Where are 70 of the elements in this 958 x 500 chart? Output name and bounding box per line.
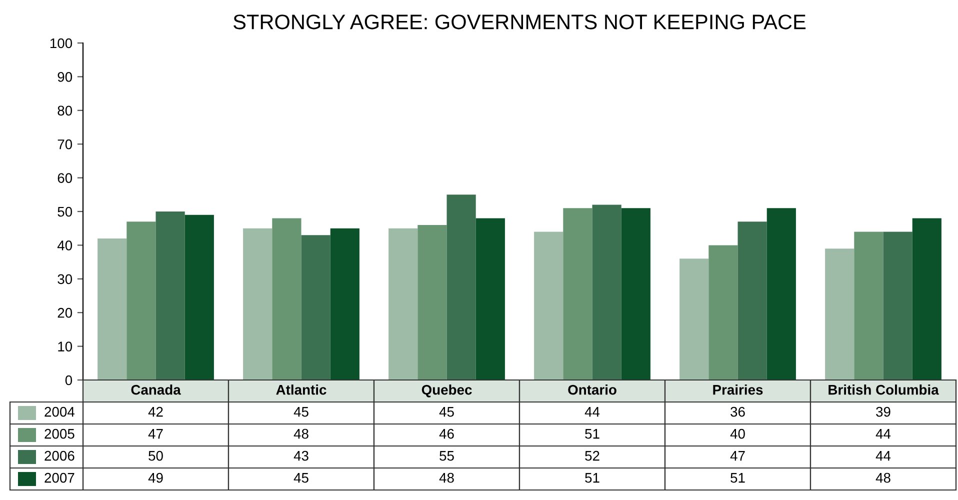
chart-title: STRONGLY AGREE: GOVERNMENTS NOT KEEPING PACE [234, 14, 806, 30]
y-tick-label: 40 [57, 240, 72, 250]
bar [592, 204, 622, 380]
y-tick-label: 60 [58, 173, 72, 183]
bar [766, 208, 796, 380]
bar [388, 228, 418, 380]
x-tick-label: British Columbia [828, 384, 939, 395]
bar [184, 214, 214, 380]
y-tick-label: 90 [58, 72, 72, 82]
data-label: 47 [730, 451, 745, 461]
x-tick-label: Atlantic [276, 384, 326, 395]
data-label: 48 [876, 472, 890, 483]
x-tick-label: Canada [131, 384, 181, 395]
bar [854, 232, 884, 380]
bar [126, 222, 156, 380]
bar [446, 194, 476, 380]
data-label: 43 [294, 450, 308, 461]
x-tick-label: Quebec [422, 384, 472, 398]
data-label: 51 [730, 473, 745, 483]
data-label: 45 [294, 407, 308, 417]
bar [330, 228, 360, 380]
x-tick-label: Ontario [568, 384, 616, 395]
y-tick-label: 50 [58, 206, 72, 217]
y-tick-label: 20 [58, 308, 72, 318]
bar [156, 212, 185, 380]
legend-label: 2006 [44, 450, 74, 461]
bar [680, 258, 709, 380]
bar [272, 218, 302, 380]
y-tick-label: 70 [58, 139, 72, 150]
bar [883, 232, 912, 380]
y-tick-label: 80 [58, 106, 72, 116]
data-label: 48 [439, 472, 454, 483]
y-tick-label: 0 [65, 375, 72, 386]
data-label: 45 [294, 473, 308, 483]
data-label: 44 [584, 407, 600, 417]
bar [534, 232, 564, 380]
bar [912, 218, 942, 380]
legend-label: 2007 [44, 472, 74, 483]
data-label: 55 [440, 451, 454, 461]
bar [476, 218, 505, 380]
bar [301, 235, 330, 380]
y-tick-label: 100 [50, 38, 72, 48]
data-label: 45 [439, 407, 454, 417]
data-label: 44 [876, 451, 891, 461]
bar [738, 222, 767, 380]
data-label: 52 [585, 450, 600, 461]
data-label: 47 [148, 429, 163, 439]
bar [825, 248, 854, 380]
y-tick-label: 30 [58, 274, 72, 284]
data-label: 48 [294, 428, 308, 439]
data-label: 50 [148, 450, 163, 461]
data-label: 39 [876, 406, 890, 417]
data-label: 51 [585, 473, 600, 483]
legend-label: 2004 [44, 406, 74, 417]
bar [563, 208, 592, 380]
bar [418, 224, 447, 380]
bar [621, 208, 650, 380]
legend-label: 2005 [44, 428, 74, 439]
data-label: 49 [148, 472, 163, 483]
y-tick-label: 10 [58, 342, 72, 352]
x-tick-label: Prairies [713, 384, 763, 395]
data-label: 46 [439, 428, 454, 439]
data-label: 51 [585, 429, 600, 439]
bar [98, 238, 127, 380]
data-label: 44 [876, 429, 891, 439]
bar [708, 245, 738, 380]
data-label: 40 [730, 428, 745, 439]
data-label: 42 [148, 406, 163, 417]
data-label: 36 [730, 406, 745, 417]
bar [243, 228, 272, 380]
